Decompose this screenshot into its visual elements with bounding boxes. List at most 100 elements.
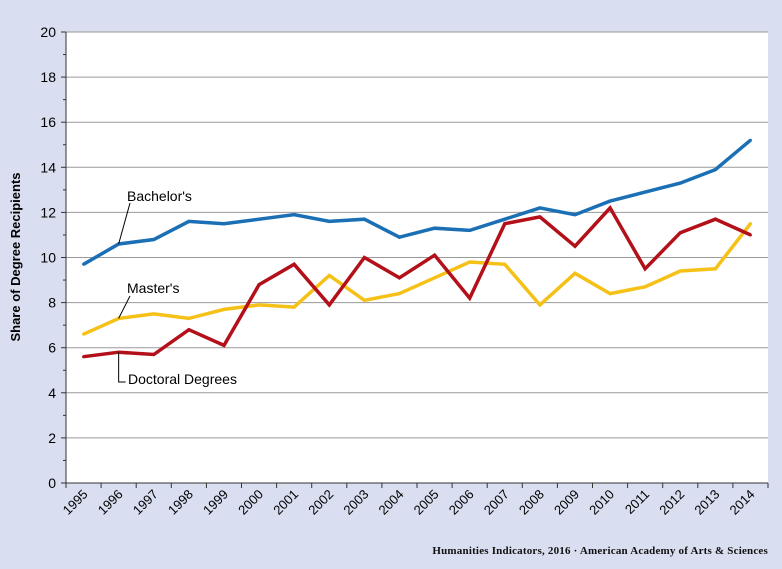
data-point xyxy=(573,244,577,248)
x-tick-label: 1995 xyxy=(60,487,91,518)
data-point xyxy=(748,138,752,142)
data-point xyxy=(292,262,296,266)
data-point xyxy=(678,231,682,235)
data-point xyxy=(257,217,261,221)
data-point xyxy=(503,217,507,221)
data-point xyxy=(468,296,472,300)
x-tick-label: 2008 xyxy=(516,487,547,518)
data-point xyxy=(748,233,752,237)
x-tick-label: 2006 xyxy=(446,487,477,518)
data-point xyxy=(327,274,331,278)
y-tick-label: 14 xyxy=(40,159,56,175)
data-point xyxy=(573,271,577,275)
data-point xyxy=(713,168,717,172)
y-tick-label: 0 xyxy=(48,475,56,491)
data-point xyxy=(152,312,156,316)
data-point xyxy=(433,253,437,257)
data-point xyxy=(713,217,717,221)
data-point xyxy=(222,343,226,347)
y-tick-label: 8 xyxy=(48,295,56,311)
data-point xyxy=(468,260,472,264)
data-point xyxy=(257,283,261,287)
series-line-doctoral-degrees xyxy=(83,204,752,359)
x-tick-label: 2001 xyxy=(270,487,301,518)
data-point xyxy=(468,228,472,232)
x-tick-label: 2011 xyxy=(622,487,652,517)
data-point xyxy=(362,298,366,302)
x-tick-label: 2000 xyxy=(235,487,266,518)
data-point xyxy=(397,235,401,239)
y-tick-label: 4 xyxy=(48,385,56,401)
x-tick-label: 2003 xyxy=(340,487,371,518)
data-point xyxy=(503,262,507,266)
data-point xyxy=(222,222,226,226)
series-line-bachelor-s xyxy=(82,138,752,266)
data-point xyxy=(257,303,261,307)
data-point xyxy=(573,213,577,217)
data-point xyxy=(538,215,542,219)
doctoral-leader-line xyxy=(118,352,126,383)
x-tick-label: 2002 xyxy=(305,487,336,518)
data-point xyxy=(433,276,437,280)
source-credit: Humanities Indicators, 2016 · American A… xyxy=(432,545,768,557)
bachelors-leader-line xyxy=(118,202,131,245)
data-point xyxy=(362,256,366,259)
y-tick-label: 18 xyxy=(40,69,56,85)
data-point xyxy=(397,276,401,280)
data-point xyxy=(538,303,542,307)
data-point xyxy=(538,206,542,210)
data-point xyxy=(643,190,647,194)
y-tick-label: 16 xyxy=(40,114,56,130)
y-tick-label: 10 xyxy=(40,250,56,266)
x-tick-label: 2004 xyxy=(376,487,407,518)
y-tick-label: 6 xyxy=(48,340,56,356)
data-point xyxy=(292,305,296,309)
x-tick-label: 1996 xyxy=(95,487,126,518)
bachelors-label: Bachelor's xyxy=(127,188,192,204)
x-tick-label: 2013 xyxy=(691,487,722,518)
x-tick-label: 1999 xyxy=(200,487,231,518)
x-tick-label: 1998 xyxy=(165,487,196,518)
data-point xyxy=(292,213,296,217)
x-tick-label: 2010 xyxy=(586,487,617,518)
data-point xyxy=(678,181,682,185)
data-point xyxy=(82,332,86,336)
y-tick-label: 2 xyxy=(48,430,56,446)
x-tick-label: 2014 xyxy=(727,487,758,518)
data-point xyxy=(748,222,752,226)
data-point xyxy=(608,199,612,203)
data-point xyxy=(222,307,226,311)
masters-label: Master's xyxy=(127,280,179,296)
y-axis-label: Share of Degree Recipients xyxy=(8,172,23,341)
data-point xyxy=(327,219,331,223)
x-tick-label: 2009 xyxy=(551,487,582,518)
data-point xyxy=(187,316,191,320)
data-point xyxy=(397,292,401,296)
data-point xyxy=(82,355,86,359)
x-tick-label: 1997 xyxy=(130,487,161,518)
x-tick-label: 2012 xyxy=(656,487,687,518)
data-point xyxy=(713,267,717,271)
data-point xyxy=(503,222,507,226)
data-point xyxy=(643,285,647,289)
data-point xyxy=(187,219,191,223)
data-point xyxy=(362,217,366,221)
series-line-master-s xyxy=(82,222,752,336)
data-point xyxy=(327,303,331,307)
data-point xyxy=(678,269,682,273)
data-point xyxy=(82,262,86,266)
data-point xyxy=(608,206,612,210)
data-point xyxy=(187,328,191,332)
data-point xyxy=(433,226,437,230)
masters-leader-line xyxy=(118,295,131,319)
y-tick-label: 20 xyxy=(40,24,56,40)
y-tick-label: 12 xyxy=(40,204,56,220)
data-point xyxy=(643,267,647,271)
x-tick-label: 2007 xyxy=(481,487,512,518)
data-point xyxy=(152,352,156,356)
x-tick-label: 2005 xyxy=(411,487,442,518)
doctoral-label: Doctoral Degrees xyxy=(128,371,237,387)
data-point xyxy=(608,292,612,296)
data-point xyxy=(152,237,156,241)
